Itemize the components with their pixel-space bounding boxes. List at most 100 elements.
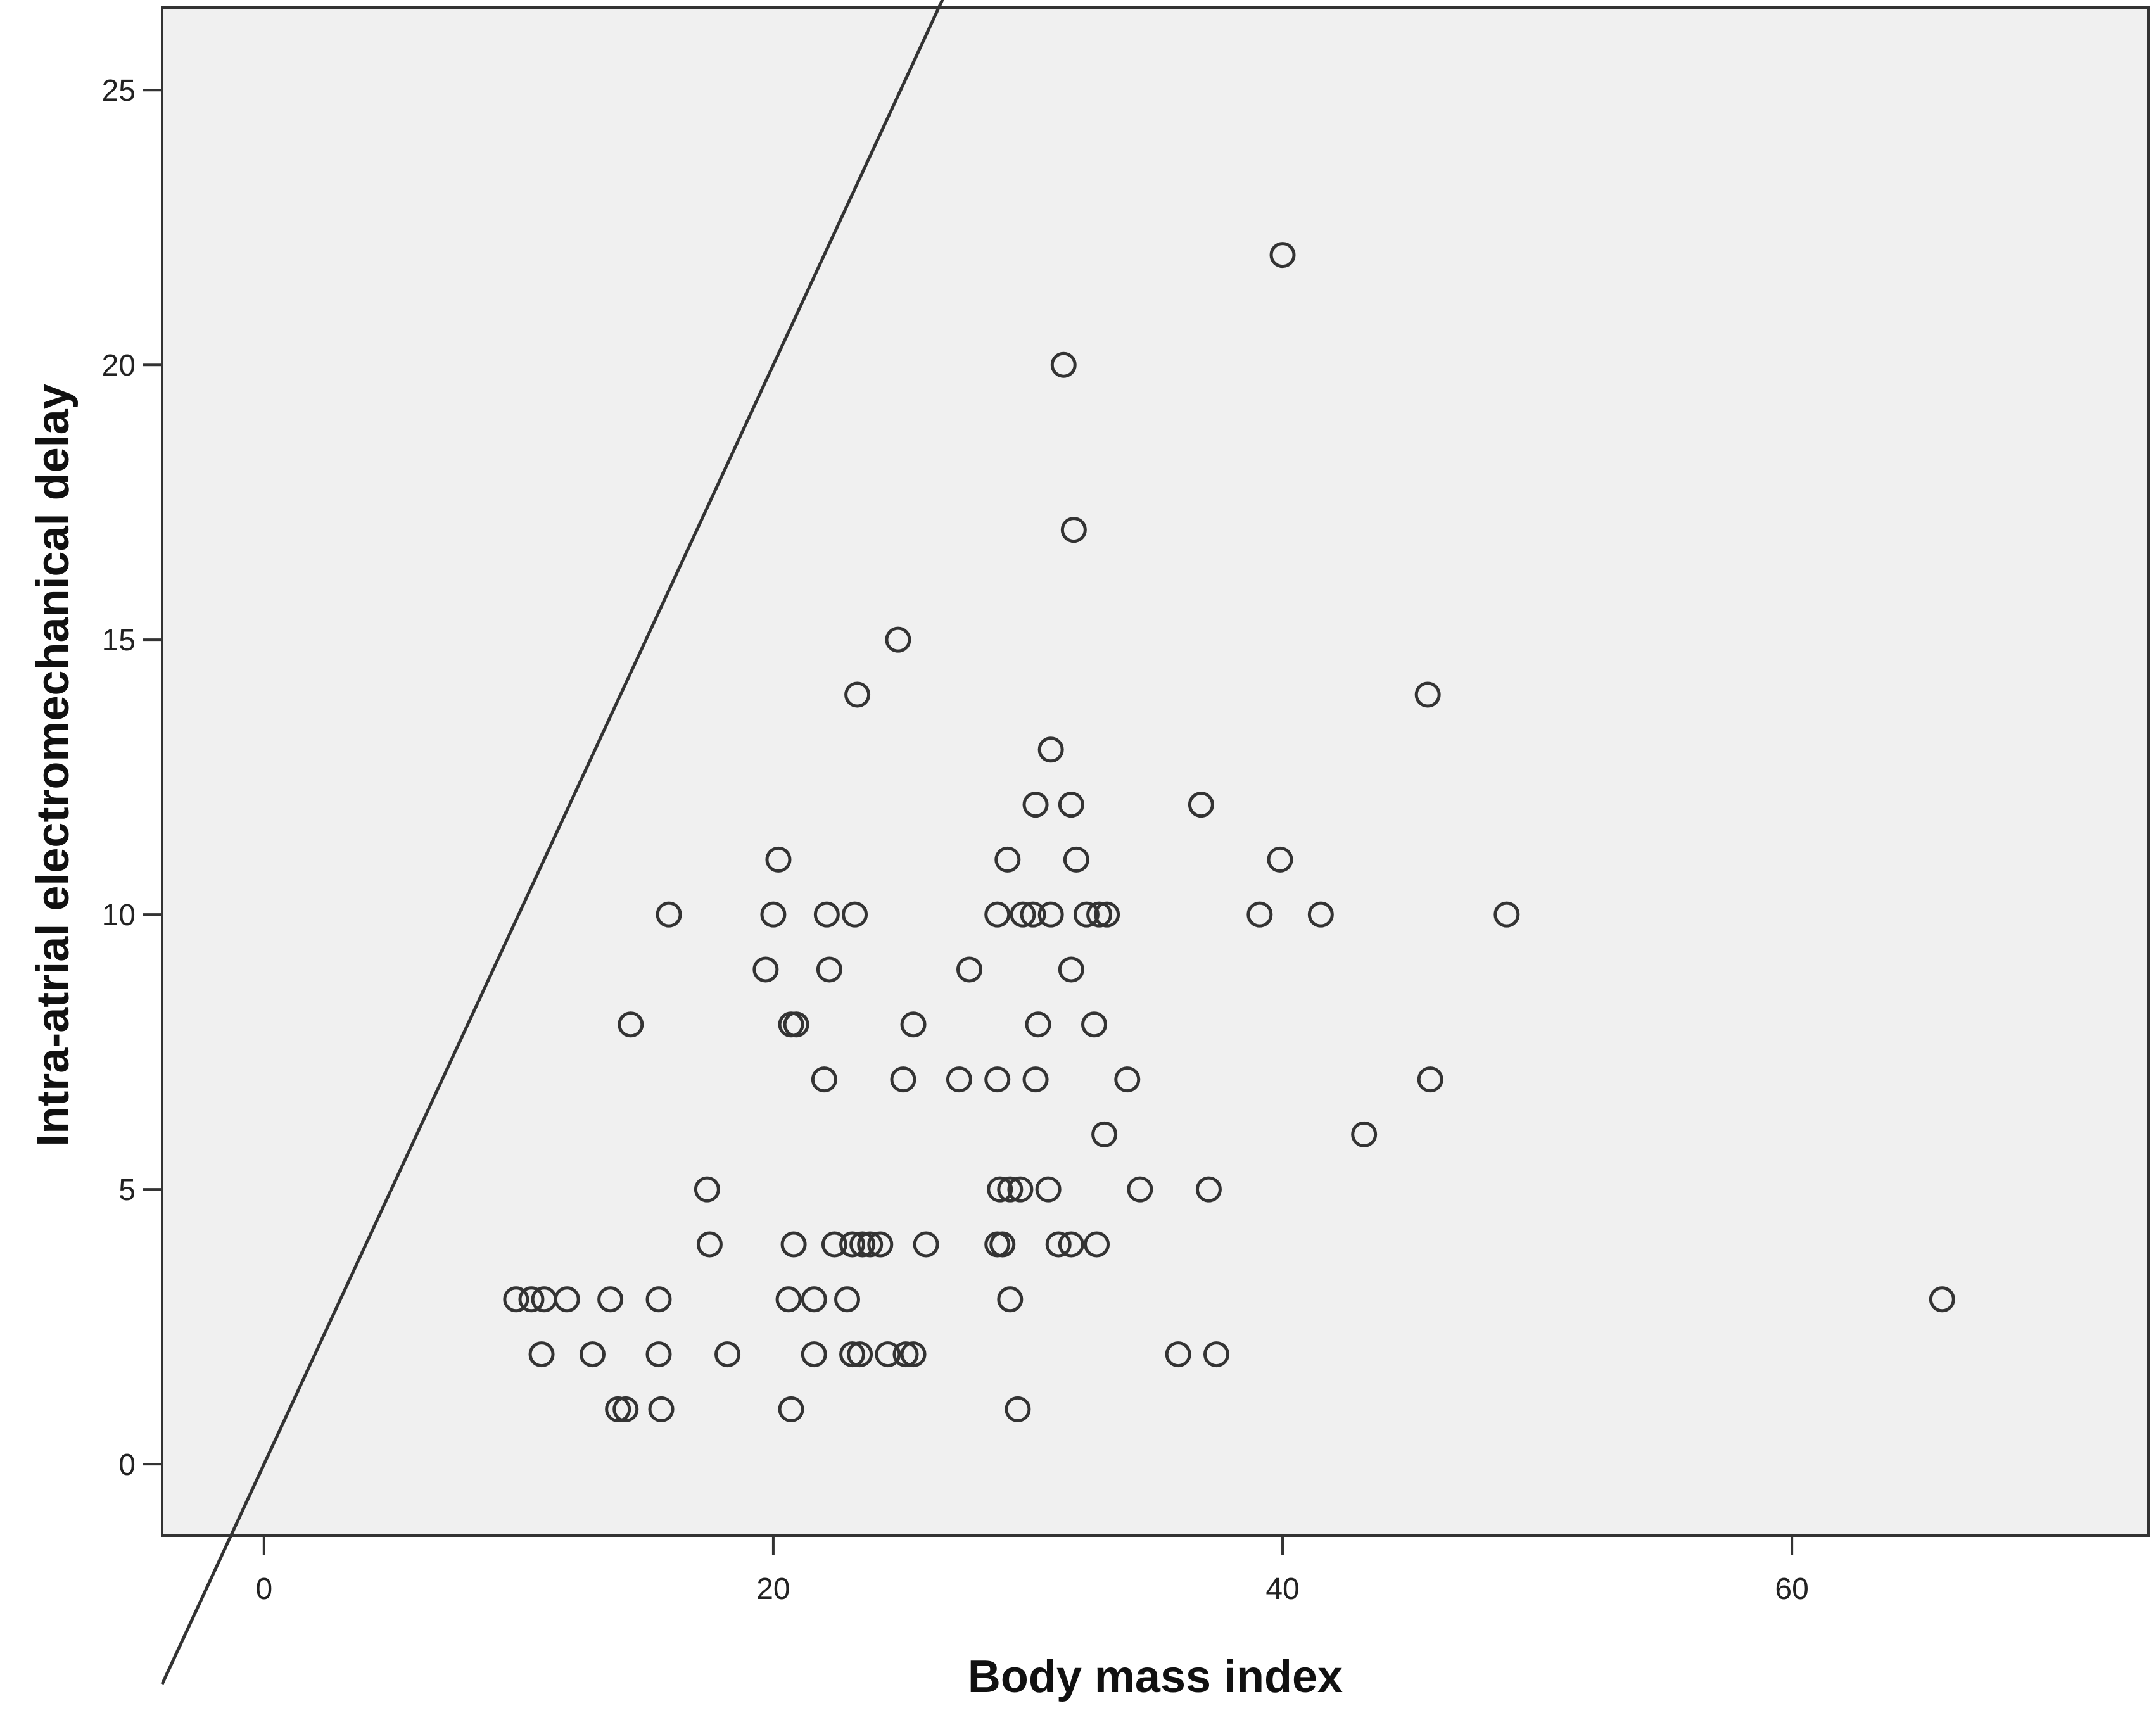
data-point	[801, 1341, 827, 1368]
data-point	[1084, 1231, 1110, 1258]
data-point	[1005, 1396, 1031, 1422]
data-point	[1127, 1176, 1153, 1203]
data-point	[1022, 792, 1049, 818]
x-tick-label: 0	[255, 1572, 272, 1606]
data-point	[1086, 901, 1113, 928]
x-axis-title: Body mass index	[968, 1652, 1343, 1702]
data-point	[1022, 1066, 1049, 1093]
data-point	[834, 1286, 861, 1313]
x-tick-label: 20	[756, 1572, 790, 1606]
data-point	[816, 956, 842, 983]
data-point	[1010, 901, 1036, 928]
data-point	[984, 901, 1011, 928]
data-point	[714, 1341, 741, 1368]
data-point	[760, 901, 787, 928]
y-tick-label: 15	[102, 624, 136, 657]
data-point	[813, 901, 840, 928]
data-point	[946, 1066, 972, 1093]
data-point	[1165, 1341, 1191, 1368]
data-point	[844, 681, 871, 708]
data-point	[645, 1341, 672, 1368]
data-point	[1493, 901, 1520, 928]
y-tick-label: 20	[102, 349, 136, 382]
data-point	[780, 1231, 807, 1258]
data-point	[821, 1231, 847, 1258]
data-point	[765, 846, 792, 873]
data-point	[1037, 901, 1064, 928]
data-point	[648, 1396, 675, 1422]
data-point	[1063, 846, 1089, 873]
data-point	[503, 1286, 529, 1313]
data-point	[694, 1176, 720, 1203]
data-point	[1351, 1121, 1378, 1147]
data-point	[801, 1286, 827, 1313]
data-point	[1058, 1231, 1084, 1258]
data-point	[1081, 1011, 1108, 1038]
data-point	[528, 1341, 555, 1368]
data-point	[605, 1396, 631, 1422]
data-point	[612, 1396, 639, 1422]
y-tick-label: 0	[118, 1448, 136, 1482]
data-point	[1060, 517, 1087, 543]
data-point	[1007, 1176, 1034, 1203]
x-tick-label: 40	[1265, 1572, 1299, 1606]
y-axis: 0 5 10 15 20 25	[102, 74, 162, 1482]
data-point	[839, 1341, 866, 1368]
data-point	[618, 1011, 644, 1038]
data-point	[1188, 792, 1214, 818]
data-point	[867, 1231, 894, 1258]
data-point	[1094, 901, 1120, 928]
data-point	[885, 626, 911, 653]
data-point	[1267, 846, 1293, 873]
data-point	[775, 1286, 802, 1313]
data-point	[1035, 1176, 1062, 1203]
data-point	[1203, 1341, 1229, 1368]
data-point	[900, 1341, 927, 1368]
plot-area	[161, 6, 2150, 1537]
data-point	[839, 1231, 866, 1258]
data-point	[997, 1286, 1024, 1313]
data-point	[913, 1231, 939, 1258]
data-point	[849, 1231, 876, 1258]
y-tick-label: 25	[102, 74, 136, 108]
data-point	[811, 1066, 837, 1093]
data-point	[857, 1231, 884, 1258]
data-point	[987, 1176, 1013, 1203]
y-tick-label: 10	[102, 899, 136, 932]
data-point	[890, 1066, 916, 1093]
data-point	[1045, 1231, 1072, 1258]
data-point	[1417, 1066, 1443, 1093]
data-point	[1929, 1286, 1955, 1313]
data-point	[997, 1176, 1024, 1203]
data-points	[503, 242, 1955, 1422]
data-point	[842, 901, 868, 928]
data-point	[956, 956, 983, 983]
data-point	[645, 1286, 672, 1313]
data-point	[1037, 736, 1064, 763]
data-point	[994, 846, 1021, 873]
data-point	[1020, 901, 1046, 928]
data-point	[1307, 901, 1334, 928]
data-point	[1025, 1011, 1051, 1038]
data-point	[875, 1341, 901, 1368]
data-point	[1091, 1121, 1118, 1147]
data-point	[1058, 792, 1084, 818]
data-point	[783, 1011, 809, 1038]
data-point	[554, 1286, 580, 1313]
data-point	[1246, 901, 1273, 928]
y-tick-label: 5	[118, 1173, 136, 1207]
y-axis-title: Intra-atrial electromechanical delay	[28, 384, 79, 1147]
data-point	[1073, 901, 1100, 928]
data-point	[847, 1341, 873, 1368]
data-point	[656, 901, 682, 928]
data-point	[1414, 681, 1441, 708]
data-point	[900, 1011, 927, 1038]
x-tick-label: 60	[1775, 1572, 1808, 1606]
data-point	[892, 1341, 919, 1368]
reference-line	[160, 0, 944, 1685]
data-point	[778, 1396, 804, 1422]
data-point	[597, 1286, 624, 1313]
data-point	[1195, 1176, 1222, 1203]
data-point	[696, 1231, 723, 1258]
reference-line-layer	[160, 0, 944, 1685]
